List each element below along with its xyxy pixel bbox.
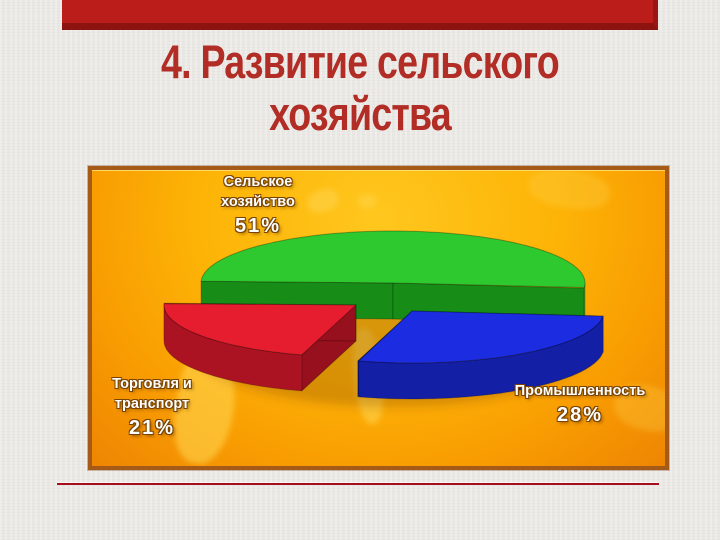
pie-label-trade-transport: Торговля и транспорт 21% [82, 374, 222, 440]
map-texture-blob [358, 194, 376, 208]
pie-label-line: Промышленность [514, 383, 646, 399]
pie-label-line: транспорт [114, 396, 190, 412]
slide-title: 4. Развитие сельского хозяйства [30, 36, 690, 140]
pie-label-industry: Промышленность 28% [488, 381, 672, 427]
pie-chart [163, 230, 604, 407]
pie-label-agriculture: Сельское хозяйство 51% [185, 172, 331, 238]
pie-label-percent: 28% [556, 404, 604, 426]
pie-label-percent: 51% [234, 215, 282, 237]
top-accent-bar [62, 0, 658, 30]
pie-label-percent: 21% [128, 417, 176, 439]
pie-label-line: Сельское [223, 174, 293, 190]
slide-title-line-2: хозяйства [269, 87, 452, 140]
pie-label-line: хозяйство [221, 194, 295, 210]
bottom-divider-line [57, 482, 659, 485]
pie-label-line: Торговля и [112, 376, 192, 392]
slide-title-line-1: 4. Развитие сельского [161, 35, 560, 88]
